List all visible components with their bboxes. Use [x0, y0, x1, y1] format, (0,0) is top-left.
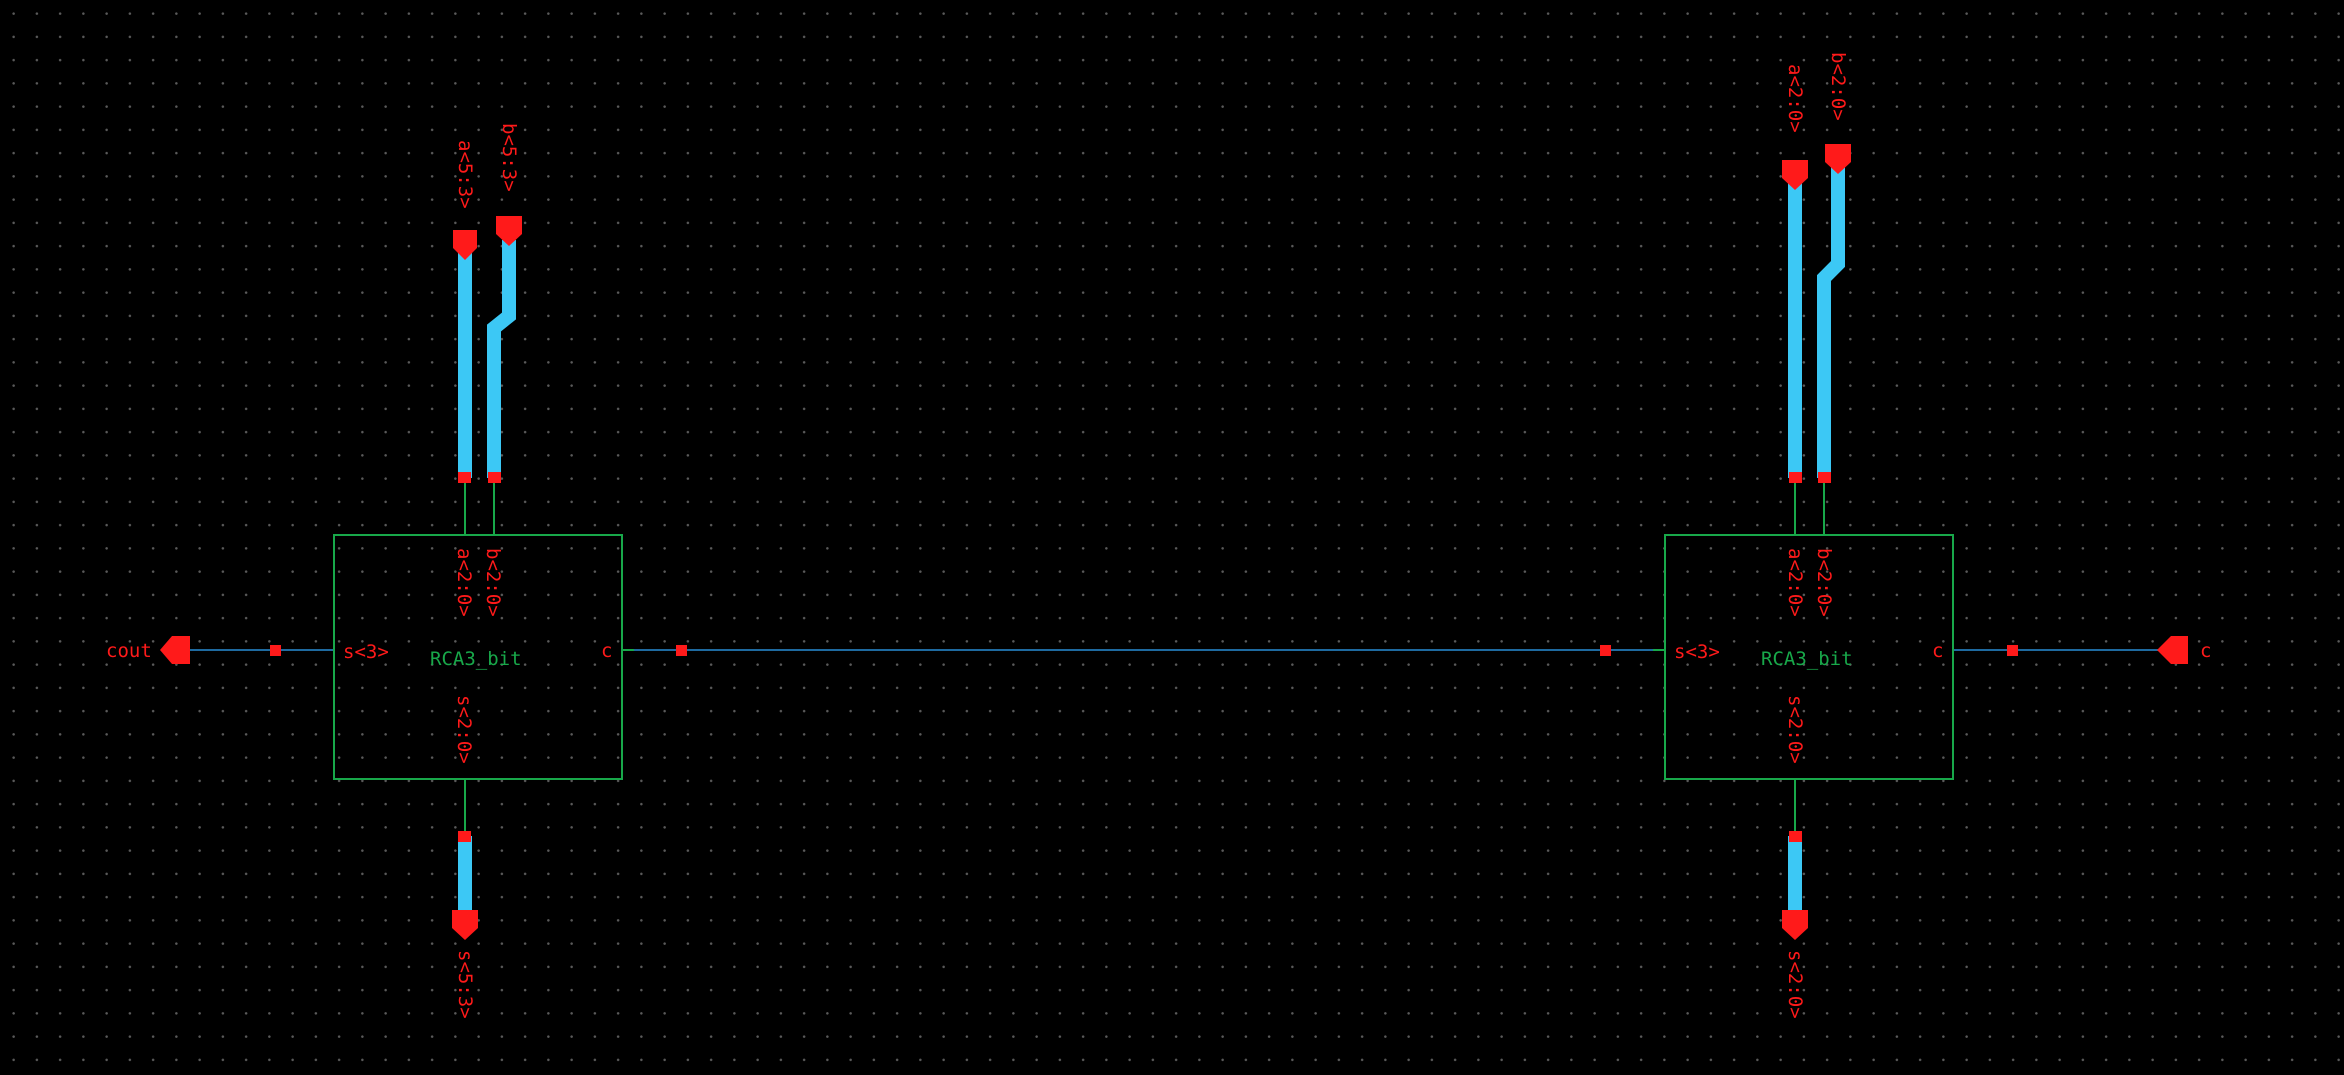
instance-pin-a: a<2:0>: [1784, 548, 1806, 617]
cout-output-pin[interactable]: [160, 636, 190, 664]
instance-pin-b: b<2:0>: [1813, 548, 1835, 617]
a-lo-input-pin[interactable]: [1782, 160, 1808, 190]
instance-pin-c: c: [1932, 640, 1943, 662]
instance-box[interactable]: [1664, 534, 1954, 780]
b-lo-input-pin[interactable]: [1825, 144, 1851, 174]
bus-endpoint: [1789, 831, 1802, 842]
s-lo-pin-label: s<2:0>: [1784, 950, 1806, 1019]
a-hi-input-pin[interactable]: [453, 230, 477, 260]
bus-endpoint: [458, 831, 471, 842]
a-lo-pin-label: a<2:0>: [1784, 64, 1806, 133]
instance-box[interactable]: [333, 534, 623, 780]
instance-pin-b: b<2:0>: [482, 548, 504, 617]
s-hi-output-pin[interactable]: [452, 910, 478, 940]
instance-pin-s3: s<3>: [1674, 641, 1720, 663]
instance-pin-c: c: [601, 640, 612, 662]
b-bus-lo[interactable]: [1817, 166, 1845, 478]
instance-rca3-bit-1[interactable]: RCA3_bit s<3> c a<2:0> b<2:0> s<2:0>: [333, 478, 634, 836]
bus-endpoint: [458, 472, 471, 483]
b-bus-hi[interactable]: [487, 240, 516, 478]
wire-endpoint: [2007, 645, 2018, 656]
b-hi-input-pin[interactable]: [496, 216, 522, 246]
c-pin-label: c: [2200, 640, 2211, 662]
bus-endpoint: [1789, 472, 1802, 483]
wire-endpoint: [676, 645, 687, 656]
instance-pin-a: a<2:0>: [453, 548, 475, 617]
a-hi-pin-label: a<5:3>: [454, 140, 476, 209]
bus-endpoint: [1818, 472, 1831, 483]
wire-endpoint: [270, 645, 281, 656]
instance-pin-s-bus: s<2:0>: [1784, 695, 1806, 764]
wire-endpoint: [1600, 645, 1611, 656]
instance-name: RCA3_bit: [430, 648, 522, 670]
bus-endpoint: [488, 472, 501, 483]
b-hi-pin-label: b<5:3>: [498, 123, 520, 192]
cout-pin-label: cout: [106, 640, 152, 662]
instance-rca3-bit-2[interactable]: RCA3_bit s<3> c a<2:0> b<2:0> s<2:0>: [1653, 478, 1954, 836]
instance-pin-s-bus: s<2:0>: [453, 695, 475, 764]
s-hi-pin-label: s<5:3>: [454, 950, 476, 1019]
instance-name: RCA3_bit: [1761, 648, 1853, 670]
c-input-pin[interactable]: [2157, 636, 2188, 664]
b-lo-pin-label: b<2:0>: [1827, 52, 1849, 121]
instance-pin-s3: s<3>: [343, 641, 389, 663]
s-lo-output-pin[interactable]: [1782, 910, 1808, 940]
